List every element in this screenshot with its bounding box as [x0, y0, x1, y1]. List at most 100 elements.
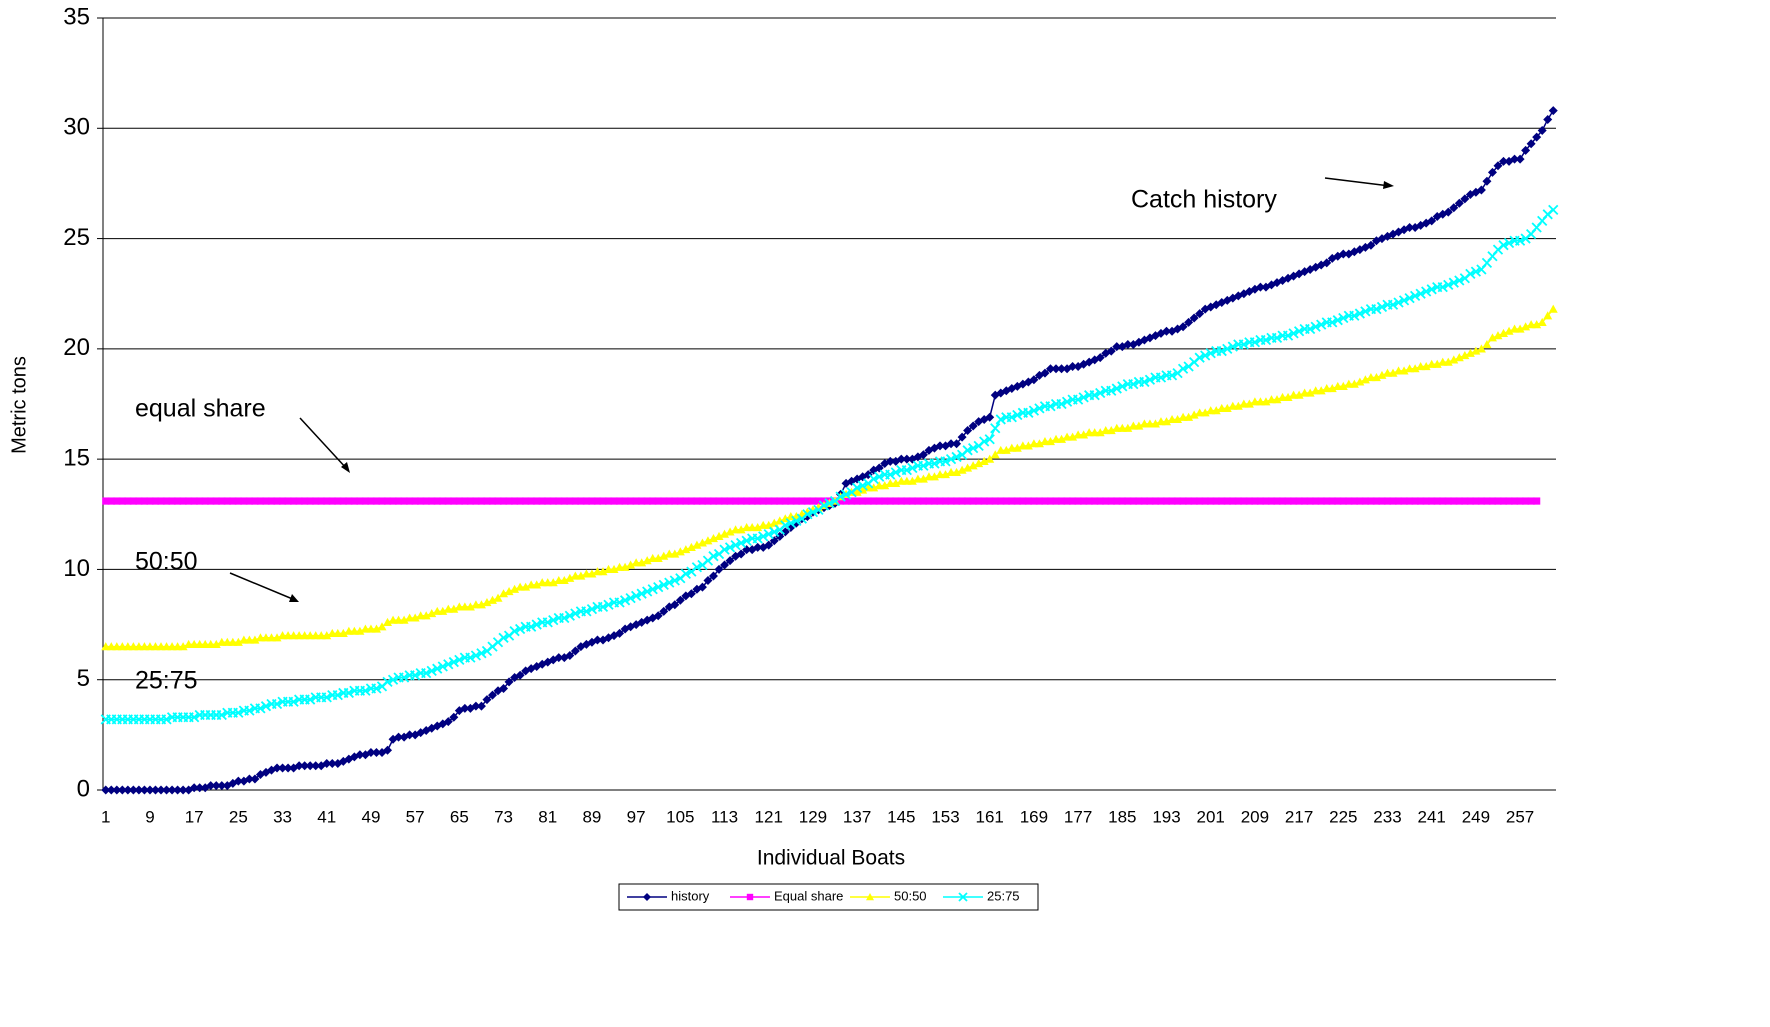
x-tick-label: 49	[361, 807, 380, 826]
marker	[1465, 268, 1476, 279]
marker	[914, 497, 922, 505]
marker	[1028, 405, 1040, 416]
marker	[1449, 203, 1459, 213]
marker	[588, 497, 596, 505]
marker	[244, 705, 255, 716]
marker	[1146, 497, 1154, 505]
marker	[527, 497, 535, 505]
legend-label: 50:50	[894, 888, 927, 903]
marker	[1051, 364, 1061, 374]
marker	[901, 465, 912, 476]
marker	[1388, 368, 1398, 377]
marker	[1522, 497, 1530, 505]
y-tick-label: 30	[63, 114, 90, 141]
marker	[477, 497, 486, 505]
marker	[660, 497, 668, 505]
marker	[1543, 114, 1553, 124]
marker	[1173, 497, 1182, 505]
marker	[720, 529, 730, 538]
marker	[1024, 497, 1032, 505]
marker	[1289, 497, 1298, 505]
marker	[1510, 154, 1520, 164]
marker	[559, 612, 570, 624]
marker	[1282, 330, 1294, 341]
marker	[1487, 167, 1497, 177]
marker	[196, 497, 204, 505]
marker	[438, 606, 448, 615]
marker	[421, 667, 432, 679]
marker	[698, 497, 707, 505]
marker	[1322, 258, 1332, 268]
marker	[708, 571, 718, 581]
marker	[1273, 497, 1281, 505]
marker	[101, 785, 111, 795]
marker	[866, 893, 874, 901]
marker	[123, 785, 133, 795]
marker	[1283, 392, 1293, 401]
marker	[659, 551, 669, 560]
marker	[1118, 497, 1126, 505]
marker	[1227, 341, 1238, 352]
marker	[632, 497, 640, 505]
marker	[234, 497, 242, 505]
marker	[1310, 321, 1321, 332]
marker	[852, 487, 862, 496]
marker	[929, 458, 940, 469]
marker	[328, 497, 336, 505]
marker	[748, 497, 756, 505]
marker	[161, 714, 172, 725]
marker	[526, 621, 537, 632]
legend-label: Equal share	[774, 888, 843, 903]
marker	[769, 526, 780, 538]
marker	[387, 674, 399, 685]
marker	[664, 577, 675, 588]
marker	[842, 497, 850, 505]
marker	[1449, 355, 1459, 364]
marker	[173, 497, 182, 505]
marker	[586, 603, 598, 615]
y-tick-label: 5	[77, 665, 90, 692]
marker	[1499, 497, 1508, 505]
marker	[1443, 279, 1454, 291]
marker	[925, 497, 933, 505]
marker	[1356, 497, 1364, 505]
annotation: Catch history	[1131, 186, 1277, 214]
marker	[952, 467, 962, 476]
marker	[653, 553, 663, 562]
marker	[864, 497, 872, 505]
marker	[1068, 497, 1077, 505]
marker	[185, 497, 193, 505]
marker	[383, 497, 392, 505]
marker	[1360, 375, 1370, 384]
x-tick-label: 161	[976, 807, 1004, 826]
marker	[720, 560, 730, 570]
marker	[1371, 304, 1382, 315]
marker	[968, 461, 978, 470]
marker	[1019, 497, 1027, 505]
marker	[880, 481, 890, 490]
marker	[1057, 434, 1067, 443]
marker	[670, 600, 680, 610]
marker	[946, 439, 956, 449]
marker	[439, 497, 447, 505]
marker	[940, 456, 951, 467]
marker	[1034, 403, 1045, 414]
marker	[145, 785, 155, 795]
marker	[1200, 408, 1210, 417]
x-tick-label: 1	[101, 807, 110, 826]
marker	[1029, 375, 1039, 385]
marker	[278, 763, 288, 773]
marker	[1195, 309, 1205, 319]
marker	[743, 497, 751, 505]
marker	[576, 571, 586, 580]
marker	[1155, 372, 1167, 383]
marker	[1387, 299, 1399, 310]
marker	[769, 518, 779, 527]
x-axis-label: Individual Boats	[757, 847, 905, 870]
marker	[1207, 497, 1215, 505]
marker	[356, 497, 364, 505]
marker	[763, 529, 774, 540]
marker	[1260, 334, 1272, 346]
marker	[643, 497, 651, 505]
marker	[962, 445, 973, 456]
